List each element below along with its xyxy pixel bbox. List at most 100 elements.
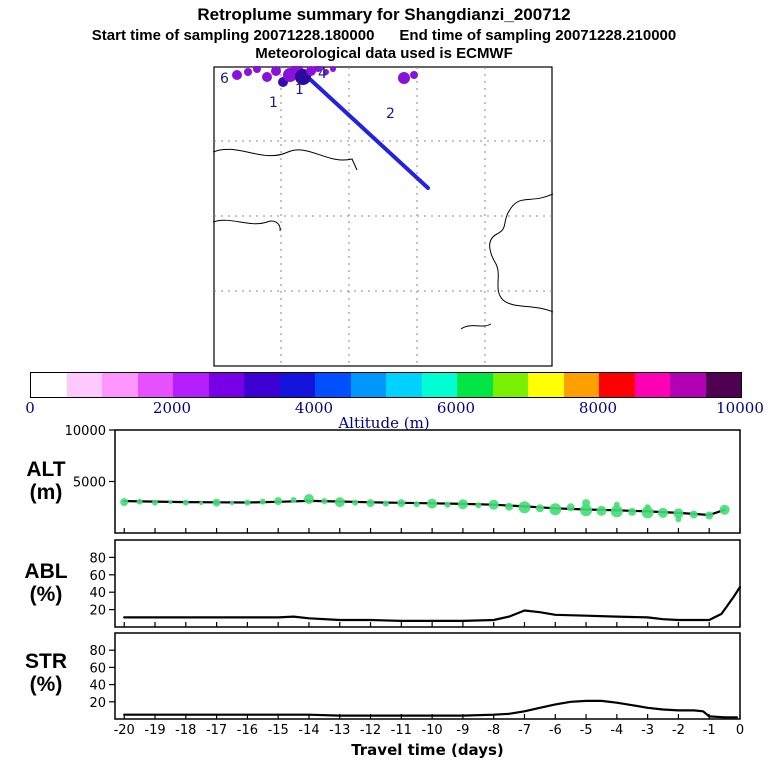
alt-scatter-dot — [120, 498, 129, 507]
y-tick-label: 60 — [89, 661, 106, 676]
trajectory-line — [298, 68, 430, 190]
colorbar-block — [705, 373, 741, 397]
y-tick-label: 80 — [89, 644, 106, 659]
panel-label-line: STR — [25, 650, 67, 673]
x-tick-label: -2 — [672, 723, 685, 738]
alt-scatter-dot — [719, 504, 730, 515]
alt-scatter-dot — [518, 501, 531, 514]
colorbar-block — [599, 373, 635, 397]
colorbar-block — [31, 373, 67, 397]
alt-scatter-dot — [535, 504, 544, 513]
alt-scatter-dot — [596, 505, 607, 516]
release-dot — [244, 68, 252, 76]
colorbar-block — [315, 373, 351, 397]
colorbar-caption: Altitude (m) — [338, 414, 430, 432]
alt-scatter-dot — [675, 516, 682, 523]
map-number: 4 — [318, 66, 327, 82]
map-number: 1 — [269, 95, 278, 111]
colorbar-block — [173, 373, 209, 397]
alt-scatter-dot — [427, 498, 438, 509]
y-tick-label: 60 — [89, 569, 106, 584]
map-number: 6 — [220, 71, 229, 87]
x-tick-label: -12 — [360, 723, 381, 738]
release-dot — [398, 72, 410, 84]
coastline — [460, 323, 492, 330]
alt-scatter-dot — [582, 499, 591, 508]
alt-scatter-dot — [689, 510, 698, 519]
release-dot — [306, 66, 316, 76]
alt-scatter-dot — [352, 499, 359, 506]
colorbar-block — [244, 373, 280, 397]
alt-scatter-dot — [366, 499, 375, 508]
release-dot — [410, 71, 418, 79]
alt-scatter-dot — [613, 501, 620, 508]
x-tick-label: -10 — [421, 723, 442, 738]
alt-scatter-dot — [397, 499, 406, 508]
release-dot — [323, 69, 329, 75]
x-tick-label: -13 — [329, 723, 350, 738]
x-tick-label: -7 — [518, 723, 531, 738]
alt-scatter-dot — [199, 501, 204, 506]
colorbar-block — [102, 373, 138, 397]
x-tick-label: -11 — [391, 723, 412, 738]
alt-scatter-dot — [182, 499, 189, 506]
panel-label-line: (%) — [29, 583, 63, 606]
x-tick-label: -1 — [703, 723, 716, 738]
alt-scatter-dot — [580, 504, 593, 517]
x-tick-label: -4 — [610, 723, 623, 738]
coastline — [213, 148, 358, 171]
abl-frame — [114, 539, 741, 628]
alt-scatter-dot — [334, 497, 345, 508]
alt-scatter-dot — [274, 497, 283, 506]
str-line — [123, 699, 739, 719]
release-dot — [262, 72, 272, 82]
alt-scatter-dot — [230, 501, 234, 506]
y-tick-label: 10000 — [65, 424, 106, 439]
alt-scatter-dot — [641, 506, 654, 519]
colorbar-block — [421, 373, 457, 397]
alt-scatter-dot — [475, 502, 482, 509]
alt-scatter-dot — [413, 501, 420, 508]
alt-scatter-dot — [658, 507, 668, 518]
map-number: 1 — [295, 82, 304, 98]
alt-panel-label: ALT (m) — [6, 458, 86, 504]
panel-label-line: (m) — [29, 481, 63, 504]
alt-scatter-dot — [705, 511, 714, 520]
alt-scatter-dot — [244, 499, 251, 506]
x-tick-label: -14 — [298, 723, 319, 738]
alt-scatter-dot — [290, 497, 297, 503]
x-tick-label: -3 — [641, 723, 654, 738]
abl-line — [123, 585, 742, 622]
x-tick-label: -6 — [549, 723, 562, 738]
alt-scatter-dot — [259, 498, 266, 505]
y-tick-label: 20 — [89, 696, 106, 711]
colorbar-tick-label: 6000 — [436, 399, 476, 417]
colorbar-tick-label: 10000 — [716, 399, 764, 417]
release-dot — [253, 66, 261, 73]
map-number: 2 — [386, 106, 395, 122]
coastline — [213, 219, 281, 232]
x-tick-label: -5 — [580, 723, 593, 738]
coastline — [489, 193, 553, 313]
alt-scatter-dot — [382, 500, 389, 507]
alt-scatter-dot — [610, 505, 623, 518]
y-tick-label: 5000 — [73, 476, 106, 491]
colorbar-tick-labels: 0 2000 4000 6000 8000 10000 — [25, 399, 764, 417]
y-tick-label: 40 — [89, 679, 106, 694]
x-tick-label: -8 — [487, 723, 500, 738]
colorbar-block — [66, 373, 102, 397]
colorbar-block — [528, 373, 564, 397]
panel-label-line: ALT — [26, 458, 66, 481]
colorbar-block — [208, 373, 244, 397]
alt-scatter-dot — [488, 499, 499, 510]
colorbar-block — [350, 373, 386, 397]
alt-scatter-dot — [212, 498, 221, 507]
alt-scatter-dot — [628, 507, 637, 516]
x-tick-label: 0 — [736, 723, 744, 738]
alt-scatter-dot — [152, 499, 158, 506]
colorbar-block — [670, 373, 706, 397]
release-dot — [314, 66, 322, 72]
met-data-line: Meteorological data used is ECMWF — [255, 45, 513, 62]
colorbar-tick-label: 8000 — [578, 399, 618, 417]
